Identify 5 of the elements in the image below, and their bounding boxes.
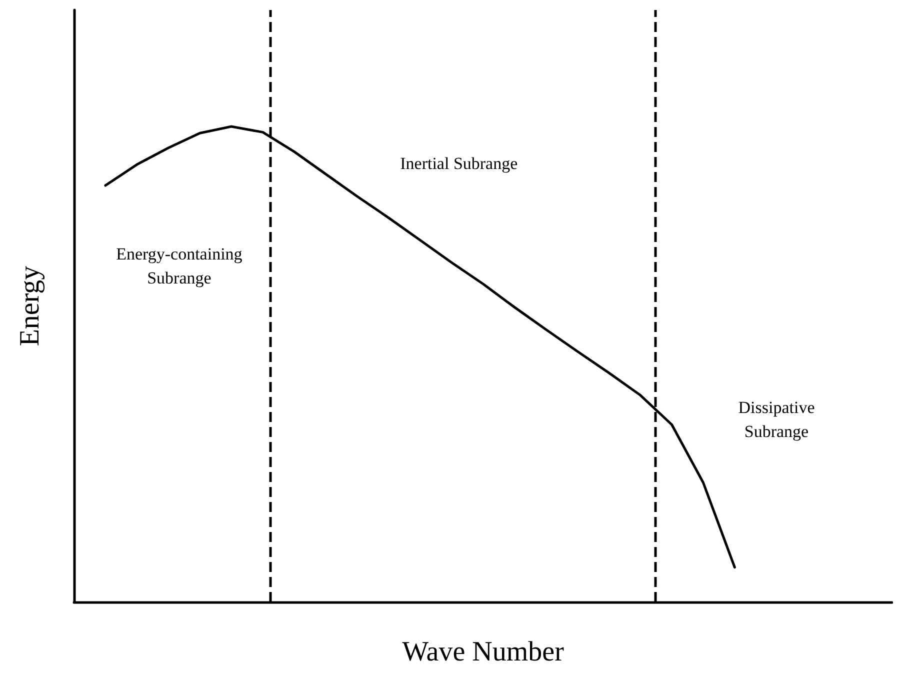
y-axis-title: Energy [14, 266, 46, 346]
annotation: Dissipative Subrange [738, 398, 815, 441]
x-axis-title: Wave Number [402, 636, 565, 668]
annotation: Energy-containing Subrange [116, 244, 243, 288]
annotation: Inertial Subrange [400, 154, 518, 174]
